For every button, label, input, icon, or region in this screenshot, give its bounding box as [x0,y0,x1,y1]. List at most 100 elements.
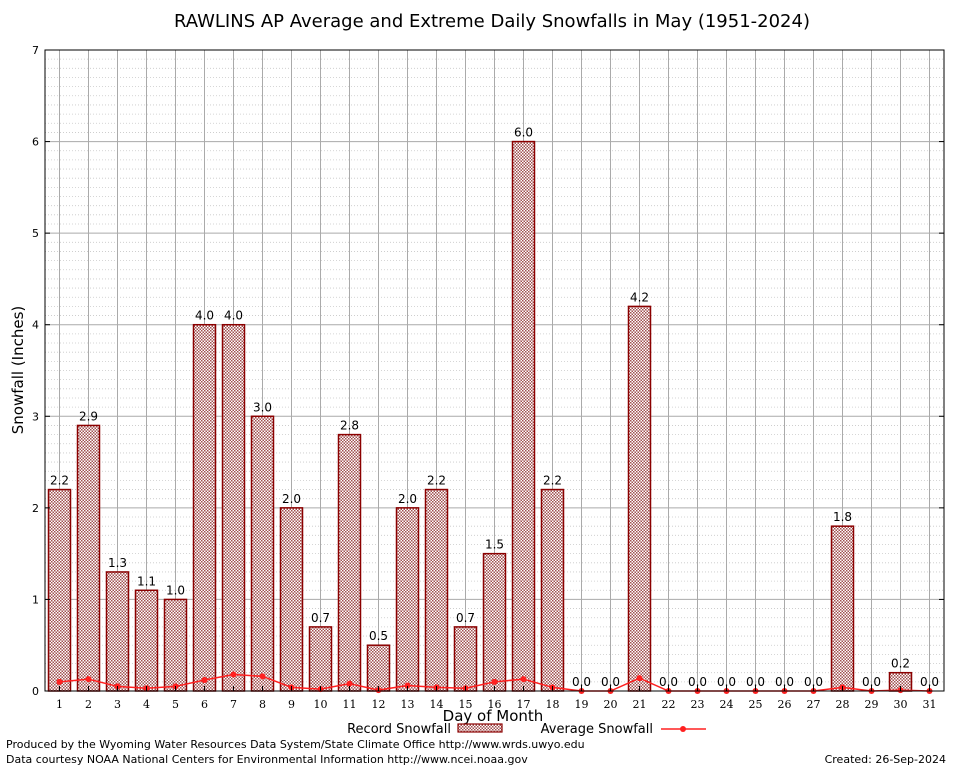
record-bar-12 [366,644,391,692]
record-bar-3 [105,571,130,692]
average-line [56,671,933,694]
record-bar-10 [308,626,333,692]
x-tick-label: 5 [172,698,179,711]
record-bar-6 [192,323,217,692]
x-tick-label: 10 [314,698,328,711]
x-tick-label: 23 [691,698,705,711]
bar-label-27: 0.0 [804,675,823,689]
record-bar-28 [830,525,855,692]
bar-label-2: 2.9 [79,409,98,423]
y-tick-label: 3 [32,410,39,423]
bar-label-28: 1.8 [833,510,852,524]
x-tick-label: 25 [749,698,763,711]
bar-label-21: 4.2 [630,290,649,304]
record-bar-9 [279,507,304,692]
credit-line-2: Data courtesy NOAA National Centers for … [6,753,528,766]
y-tick-label: 4 [32,319,39,332]
x-tick-label: 6 [201,698,208,711]
x-tick-label: 21 [633,698,647,711]
bar-label-1: 2.2 [50,474,69,488]
average-point-1 [56,678,63,685]
x-tick-label: 8 [259,698,266,711]
y-axis-label: Snowfall (Inches) [9,306,27,434]
record-bar-21 [627,305,652,692]
record-bar-13 [395,507,420,692]
bar-label-7: 4.0 [224,309,243,323]
average-point-6 [201,677,208,684]
bar-label-14: 2.2 [427,474,446,488]
bar-label-19: 0.0 [572,675,591,689]
x-axis-label: Day of Month [443,707,544,725]
x-tick-label: 9 [288,698,295,711]
record-bar-15 [453,626,478,692]
x-tick-label: 24 [720,698,734,711]
x-tick-label: 4 [143,698,150,711]
record-bar-7 [221,323,246,692]
record-bar-18 [540,488,565,692]
bar-label-5: 1.0 [166,583,185,597]
bar-label-18: 2.2 [543,474,562,488]
x-tick-label: 19 [575,698,589,711]
x-tick-label: 7 [230,698,237,711]
bar-label-30: 0.2 [891,657,910,671]
bars [47,140,913,692]
x-tick-label: 11 [343,698,357,711]
x-tick-label: 28 [836,698,850,711]
bar-label-10: 0.7 [311,611,330,625]
average-point-2 [85,676,92,683]
bar-label-31: 0.0 [920,675,939,689]
legend-average-label: Average Snowfall [541,722,653,736]
y-tick-label: 0 [32,685,39,698]
bar-label-24: 0.0 [717,675,736,689]
x-tick-label: 13 [401,698,415,711]
average-point-21 [636,675,643,682]
x-tick-label: 16 [488,698,502,711]
bar-label-20: 0.0 [601,675,620,689]
record-bar-11 [337,433,362,692]
record-bar-17 [511,140,536,692]
y-tick-label: 7 [32,44,39,57]
bar-label-11: 2.8 [340,419,359,433]
record-bar-4 [134,589,159,692]
x-tick-label: 20 [604,698,618,711]
legend-average-marker [680,726,686,732]
average-point-8 [259,673,266,680]
x-tick-label: 17 [517,698,531,711]
x-tick-label: 30 [894,698,908,711]
bar-label-6: 4.0 [195,309,214,323]
bar-label-9: 2.0 [282,492,301,506]
average-point-13 [404,682,411,689]
bar-label-22: 0.0 [659,675,678,689]
x-tick-label: 1 [56,698,63,711]
bar-label-15: 0.7 [456,611,475,625]
bar-label-25: 0.0 [746,675,765,689]
x-tick-label: 12 [372,698,386,711]
y-tick-label: 1 [32,593,39,606]
y-tick-label: 2 [32,502,39,515]
record-bar-5 [163,598,188,692]
x-tick-label: 14 [430,698,444,711]
average-point-16 [491,678,498,685]
y-tick-label: 6 [32,136,39,149]
snowfall-chart: RAWLINS AP Average and Extreme Daily Sno… [9,11,945,736]
average-point-11 [346,680,353,687]
record-bar-8 [250,415,275,692]
x-tick-label: 18 [546,698,560,711]
bar-label-4: 1.1 [137,574,156,588]
x-tick-label: 15 [459,698,473,711]
bar-label-12: 0.5 [369,629,388,643]
bar-labels: 2.2 2.9 1.3 1.1 1.0 4.0 4.0 3.0 2.0 0.7 2.8 0.5 2.0 2… [50,126,939,689]
record-bar-2 [76,424,101,692]
legend-record-swatch [457,723,503,733]
bar-label-26: 0.0 [775,675,794,689]
chart-title: RAWLINS AP Average and Extreme Daily Sno… [174,11,810,32]
record-bar-14 [424,488,449,692]
bar-label-23: 0.0 [688,675,707,689]
bar-label-8: 3.0 [253,400,272,414]
bar-label-13: 2.0 [398,492,417,506]
credit-line-1: Produced by the Wyoming Water Resources … [6,738,585,751]
legend-record-label: Record Snowfall [347,722,451,736]
y-tick-label: 5 [32,227,39,240]
x-tick-label: 29 [865,698,879,711]
